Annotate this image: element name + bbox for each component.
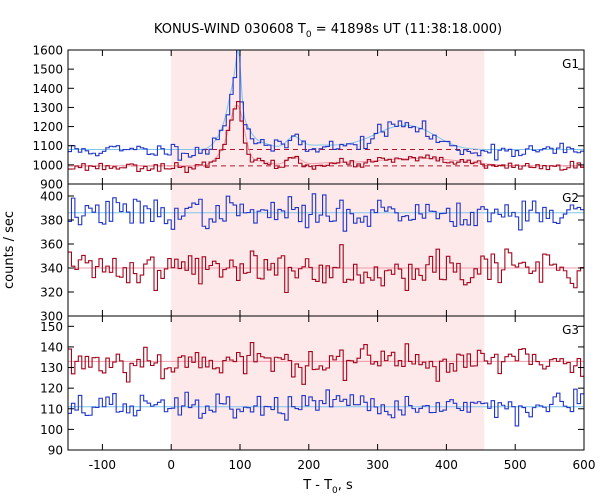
x-tick-label: 200 [297, 458, 320, 472]
y-tick-label: 130 [40, 361, 63, 375]
x-axis-title: T - T0, s [302, 478, 353, 496]
light-curve [68, 244, 584, 294]
plot-layer: 9001000110012001300140015001600G13003203… [32, 44, 595, 473]
y-tick-label: 400 [40, 190, 63, 204]
x-tick-label: -100 [89, 458, 116, 472]
y-tick-label: 90 [48, 444, 63, 458]
panel-label: G1 [562, 57, 579, 71]
panel-g1: 900 1000 1100 1200 1300 1400 1500 1600 G1 [32, 44, 585, 192]
y-tick-label: 1500 [32, 63, 63, 77]
x-tick-label: 500 [504, 458, 527, 472]
shaded-interval [171, 316, 485, 450]
y-tick-label: 1300 [32, 101, 63, 115]
y-tick-label: 360 [40, 238, 63, 252]
y-tick-label: 110 [40, 402, 63, 416]
panel-label: G3 [562, 323, 579, 337]
y-tick-label: 120 [40, 382, 63, 396]
y-tick-label: 320 [40, 286, 63, 300]
y-tick-label: 1200 [32, 120, 63, 134]
x-tick-label: 600 [573, 458, 596, 472]
y-tick-label: 150 [40, 320, 63, 334]
light-curve [68, 341, 584, 385]
panel-g2: 300 320 340 360 380 400 G2 [40, 183, 585, 324]
light-curve [68, 388, 584, 427]
chart-title: KONUS-WIND 030608 T0 = 41898s UT (11:38:… [154, 22, 502, 40]
y-tick-label: 900 [40, 178, 63, 192]
y-tick-label: 380 [40, 214, 63, 228]
x-tick-label: 100 [229, 458, 252, 472]
light-curve [68, 101, 584, 174]
panel-g3: 90 100 110 120 130 140 150 G3 [40, 315, 585, 458]
panel-frame [67, 315, 585, 451]
y-tick-label: 1100 [32, 139, 63, 153]
fit-line [68, 49, 584, 151]
y-tick-label: 100 [40, 423, 63, 437]
x-tick-label: 300 [366, 458, 389, 472]
x-tick-label: 400 [435, 458, 458, 472]
shaded-interval [171, 50, 485, 184]
light-curve [68, 49, 584, 161]
y-tick-label: 1000 [32, 158, 63, 172]
light-curve [68, 193, 584, 232]
y-tick-label: 1400 [32, 82, 63, 96]
y-axis-title: counts / sec [2, 211, 17, 289]
x-tick-label: 0 [167, 458, 175, 472]
shaded-interval [171, 184, 485, 316]
y-tick-label: 300 [40, 310, 63, 324]
y-tick-label: 1600 [32, 44, 63, 58]
y-tick-label: 340 [40, 262, 63, 276]
panel-label: G2 [562, 191, 579, 205]
y-tick-label: 140 [40, 340, 63, 354]
